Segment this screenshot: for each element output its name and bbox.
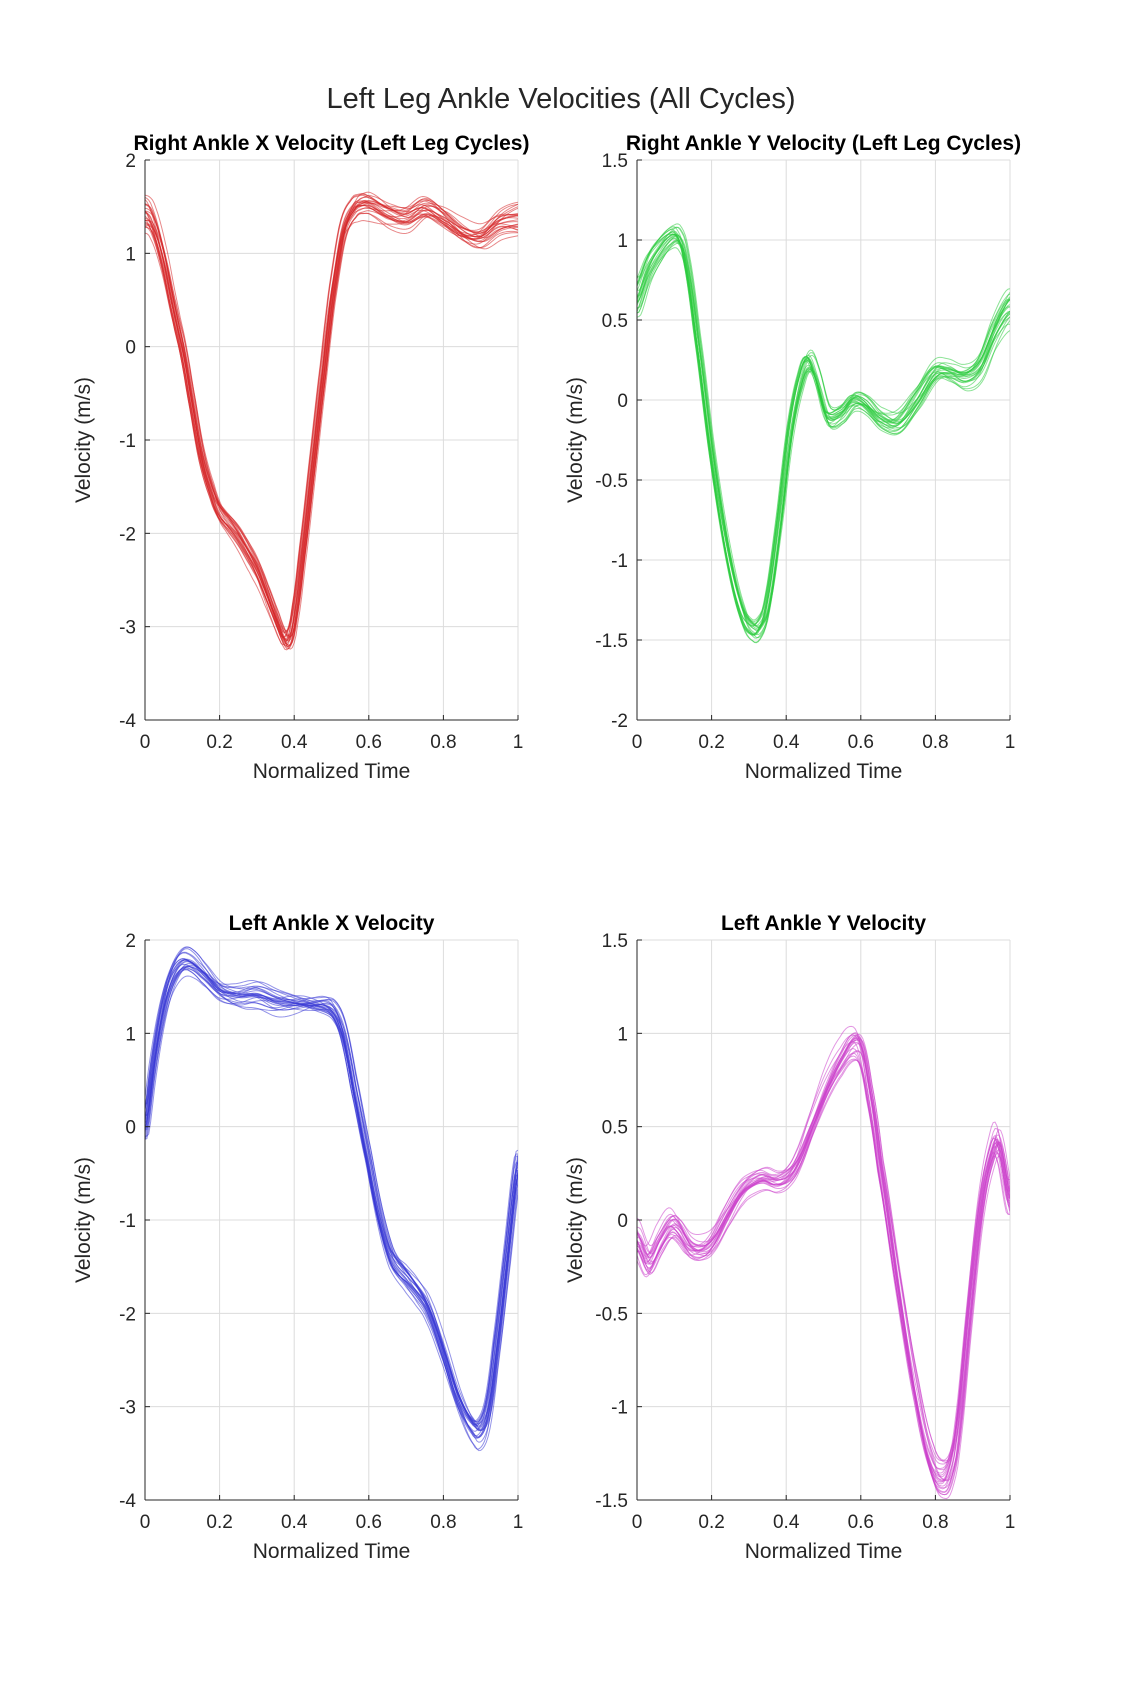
left-ankle-y-x-tick-label: 0.8 xyxy=(922,1512,948,1533)
right-ankle-x-x-tick-label: 0.2 xyxy=(206,732,232,753)
left-ankle-x-cycle-line xyxy=(145,958,518,1439)
right-ankle-y-cycle-line xyxy=(637,226,1010,639)
right-ankle-x-x-label: Normalized Time xyxy=(253,760,411,783)
figure-title: Left Leg Ankle Velocities (All Cycles) xyxy=(326,83,795,115)
right-ankle-y-plot-area xyxy=(637,160,1010,720)
right-ankle-x-y-tick-label: -2 xyxy=(119,524,136,545)
right-ankle-y-x-tick-label: 1 xyxy=(1005,732,1016,753)
left-ankle-y-x-tick-label: 0.4 xyxy=(773,1512,800,1533)
right-ankle-x-cycle-line xyxy=(145,202,518,651)
left-ankle-y-cycle-line xyxy=(637,1043,1010,1462)
left-ankle-x-x-tick-label: 0.6 xyxy=(356,1512,382,1533)
right-ankle-x-y-tick-label: 0 xyxy=(125,338,136,359)
right-ankle-x-y-tick-label: -4 xyxy=(119,711,136,732)
left-ankle-y-cycle-line xyxy=(637,1047,1010,1474)
left-ankle-y-x-tick-label: 0.2 xyxy=(698,1512,724,1533)
right-ankle-x-cycle-lines xyxy=(145,191,518,651)
right-ankle-x-cycle-line xyxy=(145,199,518,640)
left-ankle-y-y-label: Velocity (m/s) xyxy=(564,1157,587,1283)
right-ankle-y-x-tick-label: 0.6 xyxy=(848,732,874,753)
right-ankle-y-y-tick-label: -1 xyxy=(611,551,628,572)
right-ankle-y-y-tick-label: -2 xyxy=(611,711,628,732)
right-ankle-x-title: Right Ankle X Velocity (Left Leg Cycles) xyxy=(134,132,530,155)
right-ankle-x-x-tick-label: 0.8 xyxy=(430,732,456,753)
right-ankle-y-title: Right Ankle Y Velocity (Left Leg Cycles) xyxy=(626,132,1021,155)
left-ankle-y-y-tick-label: 0.5 xyxy=(602,1118,628,1139)
left-ankle-y-cycle-line xyxy=(637,1041,1010,1481)
left-ankle-y-title: Left Ankle Y Velocity xyxy=(721,912,926,935)
right-ankle-y-y-tick-label: 1 xyxy=(617,231,628,252)
left-ankle-y-y-tick-label: 0 xyxy=(617,1211,628,1232)
right-ankle-x-y-label: Velocity (m/s) xyxy=(72,377,95,503)
subplot-left-ankle-y: 0 0.2 0.4 0.6 0.8 1 -1.5 -1 -0.5 0 0.5 1 1.5 Left Ank… xyxy=(564,912,1015,1563)
left-ankle-x-y-label: Velocity (m/s) xyxy=(72,1157,95,1283)
left-ankle-x-title: Left Ankle X Velocity xyxy=(229,912,435,935)
left-ankle-x-cycle-lines xyxy=(145,946,518,1452)
right-ankle-y-x-tick-label: 0.8 xyxy=(922,732,948,753)
right-ankle-x-x-tick-label: 0.4 xyxy=(281,732,308,753)
right-ankle-y-x-tick-label: 0.4 xyxy=(773,732,800,753)
left-ankle-y-cycle-line xyxy=(637,1034,1010,1490)
left-ankle-x-y-tick-label: 1 xyxy=(125,1024,136,1045)
left-ankle-x-x-tick-label: 0 xyxy=(140,1512,151,1533)
right-ankle-x-x-tick-label: 1 xyxy=(513,732,524,753)
left-ankle-y-x-tick-label: 0 xyxy=(632,1512,643,1533)
right-ankle-y-cycle-line xyxy=(637,231,1010,635)
left-ankle-x-cycle-line xyxy=(145,952,518,1432)
left-ankle-y-y-tick-label: -0.5 xyxy=(595,1304,628,1325)
left-ankle-y-x-tick-label: 0.6 xyxy=(848,1512,874,1533)
subplot-right-ankle-y: 0 0.2 0.4 0.6 0.8 1 -2 -1.5 -1 -0.5 0 0.5 1 1.5Right … xyxy=(564,132,1021,783)
right-ankle-x-x-tick-label: 0 xyxy=(140,732,151,753)
left-ankle-x-x-tick-label: 0.4 xyxy=(281,1512,308,1533)
left-ankle-x-cycle-line xyxy=(145,969,518,1450)
left-ankle-y-y-tick-label: -1 xyxy=(611,1398,628,1419)
right-ankle-y-x-tick-label: 0 xyxy=(632,732,643,753)
left-ankle-y-cycle-lines xyxy=(637,1025,1010,1500)
left-ankle-x-x-tick-label: 0.8 xyxy=(430,1512,456,1533)
left-ankle-x-y-tick-label: -3 xyxy=(119,1398,136,1419)
right-ankle-x-y-tick-label: -3 xyxy=(119,618,136,639)
left-ankle-y-x-label: Normalized Time xyxy=(745,1540,903,1563)
right-ankle-y-y-tick-label: -0.5 xyxy=(595,471,628,492)
left-ankle-x-x-label: Normalized Time xyxy=(253,1540,411,1563)
right-ankle-y-y-tick-label: -1.5 xyxy=(595,631,628,652)
left-ankle-x-cycle-line xyxy=(145,946,518,1428)
right-ankle-y-y-tick-label: 1.5 xyxy=(602,151,628,172)
left-ankle-x-y-tick-label: -4 xyxy=(119,1491,136,1512)
left-ankle-x-y-tick-label: -1 xyxy=(119,1211,136,1232)
right-ankle-x-y-tick-label: -1 xyxy=(119,431,136,452)
left-ankle-y-y-tick-label: 1.5 xyxy=(602,931,628,952)
right-ankle-x-y-tick-label: 2 xyxy=(125,151,136,172)
left-ankle-x-cycle-line xyxy=(145,948,518,1443)
left-ankle-x-y-tick-label: 2 xyxy=(125,931,136,952)
left-ankle-x-x-tick-label: 0.2 xyxy=(206,1512,232,1533)
right-ankle-y-x-tick-label: 0.2 xyxy=(698,732,724,753)
right-ankle-x-cycle-line xyxy=(145,191,518,638)
right-ankle-y-y-tick-label: 0.5 xyxy=(602,311,628,332)
left-ankle-y-y-tick-label: 1 xyxy=(617,1024,628,1045)
left-ankle-y-cycle-line xyxy=(637,1033,1010,1482)
right-ankle-y-y-label: Velocity (m/s) xyxy=(564,377,587,503)
right-ankle-x-cycle-line xyxy=(145,198,518,639)
left-ankle-y-y-tick-label: -1.5 xyxy=(595,1491,628,1512)
right-ankle-x-y-tick-label: 1 xyxy=(125,244,136,265)
left-ankle-x-x-tick-label: 1 xyxy=(513,1512,524,1533)
left-ankle-x-y-tick-label: 0 xyxy=(125,1118,136,1139)
right-ankle-y-cycle-line xyxy=(637,241,1010,644)
right-ankle-y-cycle-lines xyxy=(637,223,1010,644)
left-ankle-y-x-tick-label: 1 xyxy=(1005,1512,1016,1533)
subplot-left-ankle-x: 0 0.2 0.4 0.6 0.8 1 -4 -3 -2 -1 0 1 2 Left Ankle X Ve… xyxy=(72,912,523,1563)
right-ankle-y-y-tick-label: 0 xyxy=(617,391,628,412)
left-ankle-x-y-tick-label: -2 xyxy=(119,1304,136,1325)
right-ankle-x-x-tick-label: 0.6 xyxy=(356,732,382,753)
right-ankle-y-x-label: Normalized Time xyxy=(745,760,903,783)
